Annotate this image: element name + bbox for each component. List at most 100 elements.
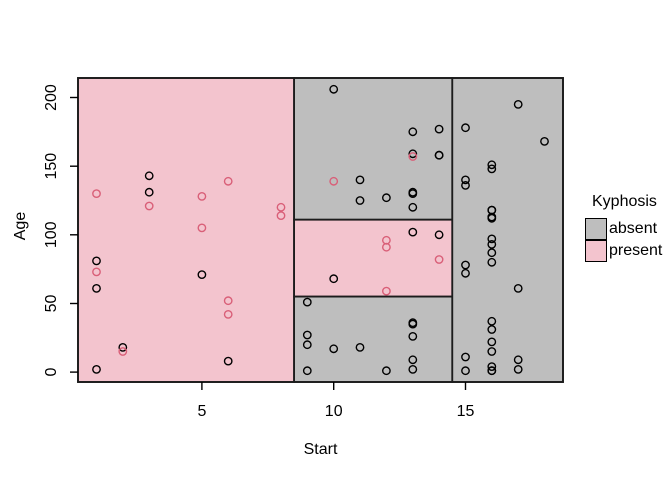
point-absent — [223, 356, 233, 366]
point-absent — [408, 187, 418, 197]
point-absent — [487, 205, 497, 215]
partition-region-present — [77, 77, 296, 383]
point-present — [434, 255, 444, 264]
point-absent — [461, 260, 470, 270]
point-present — [197, 191, 207, 201]
point-present — [408, 152, 418, 161]
point-absent — [461, 175, 470, 185]
partition-region-present — [293, 218, 454, 298]
point-present — [223, 176, 233, 186]
point-present — [223, 296, 233, 306]
point-absent — [144, 187, 154, 197]
point-absent — [408, 331, 418, 341]
plot-box — [77, 77, 564, 383]
point-absent — [408, 149, 418, 159]
point-absent — [302, 297, 312, 307]
point-absent — [408, 318, 418, 328]
point-absent — [302, 330, 312, 340]
point-absent — [355, 196, 365, 205]
point-absent — [92, 283, 101, 293]
point-absent — [487, 160, 497, 170]
point-absent — [329, 344, 339, 354]
point-absent — [461, 366, 470, 376]
point-present — [118, 347, 128, 356]
point-absent — [487, 325, 497, 334]
point-present — [276, 211, 286, 221]
point-absent — [487, 347, 497, 356]
point-absent — [355, 175, 365, 185]
point-absent — [408, 202, 418, 212]
partition-region-absent — [451, 77, 564, 383]
point-absent — [461, 268, 470, 278]
point-absent — [487, 234, 497, 244]
point-absent — [302, 366, 312, 376]
x-tick-label: 15 — [457, 403, 475, 420]
point-absent — [513, 283, 523, 293]
point-absent — [513, 364, 523, 374]
point-absent — [381, 193, 391, 203]
point-present — [329, 176, 339, 186]
point-present — [381, 242, 391, 252]
legend-item-absent: absent — [585, 218, 662, 240]
point-absent — [487, 239, 497, 249]
point-present — [223, 309, 233, 319]
point-absent — [461, 352, 470, 362]
point-absent — [434, 230, 444, 240]
point-absent — [355, 342, 365, 352]
x-axis-title: Start — [303, 441, 338, 458]
point-absent — [487, 164, 497, 174]
point-absent — [408, 127, 418, 137]
legend-swatch-absent — [585, 218, 607, 240]
y-tick-label: 50 — [43, 295, 60, 313]
point-absent — [461, 123, 470, 133]
point-absent — [540, 136, 549, 146]
legend-swatch-present — [585, 240, 607, 262]
y-tick-label: 100 — [43, 221, 60, 248]
point-absent — [434, 150, 444, 160]
point-absent — [329, 84, 339, 94]
point-present — [381, 286, 391, 296]
point-absent — [408, 227, 418, 237]
point-absent — [487, 366, 497, 376]
point-absent — [381, 366, 391, 376]
point-absent — [329, 274, 339, 284]
point-absent — [487, 337, 497, 347]
point-present — [92, 189, 101, 199]
point-present — [144, 201, 154, 211]
point-present — [197, 223, 207, 233]
point-absent — [513, 100, 523, 109]
legend-label-absent: absent — [609, 220, 658, 237]
x-tick-label: 5 — [197, 403, 206, 420]
point-absent — [487, 248, 497, 258]
point-absent — [461, 180, 470, 190]
y-tick-label: 150 — [43, 153, 60, 180]
point-absent — [197, 270, 207, 279]
point-absent — [434, 124, 444, 134]
point-absent — [408, 364, 418, 374]
partition-region-absent — [293, 77, 454, 221]
legend: Kyphosis absent present — [585, 193, 662, 262]
point-absent — [487, 316, 497, 326]
point-absent — [92, 364, 101, 374]
point-present — [92, 267, 101, 277]
point-absent — [408, 355, 418, 365]
legend-label-present: present — [609, 242, 663, 259]
point-absent — [302, 340, 312, 350]
point-absent — [118, 342, 128, 352]
point-absent — [92, 256, 101, 266]
y-tick-label: 200 — [43, 84, 60, 111]
point-absent — [487, 362, 497, 371]
y-tick-label: 0 — [43, 368, 60, 377]
point-absent — [144, 171, 154, 181]
legend-title: Kyphosis — [592, 193, 657, 210]
legend-item-present: present — [585, 240, 662, 262]
point-absent — [487, 213, 497, 223]
point-absent — [513, 355, 523, 365]
y-axis-title: Age — [12, 211, 29, 241]
point-absent — [487, 257, 497, 267]
point-present — [276, 202, 286, 212]
x-tick-label: 10 — [325, 403, 343, 420]
partition-region-absent — [293, 295, 454, 383]
